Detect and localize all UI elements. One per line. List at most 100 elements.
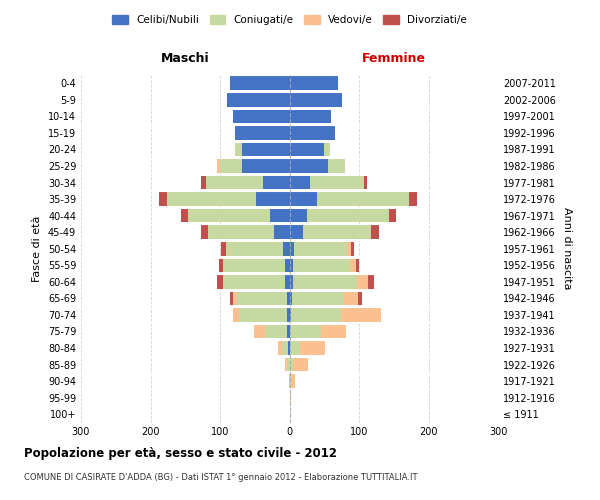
Bar [200, 176, 206, 190]
Bar [230, 292, 233, 305]
Bar [290, 275, 293, 288]
Bar [350, 242, 354, 256]
Bar [307, 209, 389, 222]
Bar [368, 275, 374, 288]
Bar [290, 242, 293, 256]
Bar [290, 93, 341, 106]
Bar [358, 292, 362, 305]
Bar [230, 76, 290, 90]
Bar [344, 292, 358, 305]
Bar [357, 275, 368, 288]
Bar [233, 110, 290, 123]
Bar [290, 192, 317, 206]
Bar [328, 159, 345, 173]
Bar [290, 176, 310, 190]
Legend: Celibi/Nubili, Coniugati/e, Vedovi/e, Divorziati/e: Celibi/Nubili, Coniugati/e, Vedovi/e, Di… [108, 10, 471, 29]
Bar [389, 209, 396, 222]
Bar [206, 176, 263, 190]
Bar [217, 275, 223, 288]
Bar [242, 142, 290, 156]
Bar [290, 391, 291, 404]
Bar [300, 342, 325, 355]
Bar [324, 142, 330, 156]
Bar [224, 258, 286, 272]
Bar [263, 176, 290, 190]
Bar [317, 192, 409, 206]
Bar [356, 258, 359, 272]
Bar [220, 159, 242, 173]
Bar [278, 342, 282, 355]
Bar [159, 192, 167, 206]
Bar [287, 308, 290, 322]
Bar [290, 308, 291, 322]
Bar [254, 324, 265, 338]
Bar [235, 126, 290, 140]
Text: Maschi: Maschi [161, 52, 209, 65]
Bar [291, 374, 295, 388]
Bar [409, 192, 418, 206]
Bar [293, 358, 308, 372]
Bar [293, 258, 350, 272]
Bar [290, 142, 324, 156]
Bar [350, 258, 356, 272]
Bar [290, 126, 335, 140]
Bar [290, 358, 293, 372]
Bar [270, 209, 290, 222]
Bar [181, 209, 188, 222]
Bar [233, 292, 236, 305]
Bar [223, 258, 224, 272]
Bar [290, 159, 328, 173]
Bar [290, 292, 292, 305]
Bar [233, 308, 239, 322]
Bar [364, 176, 367, 190]
Bar [287, 358, 290, 372]
Bar [286, 258, 290, 272]
Bar [290, 258, 293, 272]
Bar [167, 192, 256, 206]
Bar [217, 159, 220, 173]
Bar [208, 226, 274, 239]
Bar [290, 226, 304, 239]
Bar [321, 324, 346, 338]
Bar [220, 258, 223, 272]
Bar [224, 275, 286, 288]
Bar [242, 159, 290, 173]
Bar [287, 292, 290, 305]
Text: Femmine: Femmine [362, 52, 426, 65]
Bar [227, 93, 290, 106]
Bar [235, 142, 242, 156]
Bar [221, 242, 226, 256]
Bar [287, 324, 290, 338]
Bar [288, 342, 290, 355]
Bar [282, 342, 288, 355]
Bar [347, 242, 350, 256]
Bar [293, 242, 347, 256]
Bar [291, 308, 341, 322]
Bar [256, 192, 290, 206]
Bar [226, 242, 283, 256]
Bar [290, 209, 307, 222]
Text: COMUNE DI CASIRATE D'ADDA (BG) - Dati ISTAT 1° gennaio 2012 - Elaborazione TUTTI: COMUNE DI CASIRATE D'ADDA (BG) - Dati IS… [24, 472, 418, 482]
Bar [290, 342, 300, 355]
Bar [223, 275, 224, 288]
Y-axis label: Anni di nascita: Anni di nascita [562, 208, 572, 290]
Bar [290, 324, 321, 338]
Bar [274, 226, 290, 239]
Bar [265, 324, 287, 338]
Bar [293, 275, 357, 288]
Bar [188, 209, 270, 222]
Bar [239, 308, 287, 322]
Bar [290, 110, 331, 123]
Y-axis label: Fasce di età: Fasce di età [32, 216, 42, 282]
Text: Popolazione per età, sesso e stato civile - 2012: Popolazione per età, sesso e stato civil… [24, 448, 337, 460]
Bar [286, 358, 287, 372]
Bar [341, 308, 381, 322]
Bar [289, 374, 290, 388]
Bar [236, 292, 287, 305]
Bar [290, 76, 338, 90]
Bar [283, 242, 290, 256]
Bar [201, 226, 208, 239]
Bar [286, 275, 290, 288]
Bar [290, 374, 291, 388]
Bar [371, 226, 379, 239]
